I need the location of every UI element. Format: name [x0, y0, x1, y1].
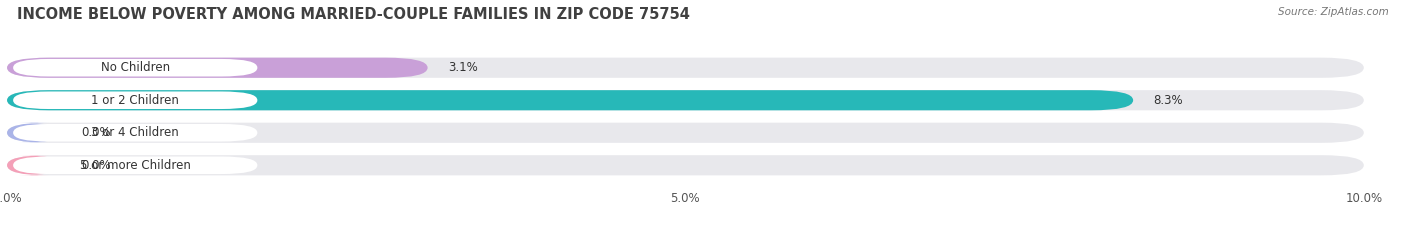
FancyBboxPatch shape — [7, 123, 1364, 143]
Text: Source: ZipAtlas.com: Source: ZipAtlas.com — [1278, 7, 1389, 17]
FancyBboxPatch shape — [7, 58, 1364, 78]
Text: 8.3%: 8.3% — [1153, 94, 1182, 107]
Text: 5 or more Children: 5 or more Children — [80, 159, 191, 172]
Text: 0.0%: 0.0% — [82, 159, 111, 172]
FancyBboxPatch shape — [7, 90, 1133, 110]
FancyBboxPatch shape — [7, 90, 1364, 110]
FancyBboxPatch shape — [13, 59, 257, 76]
FancyBboxPatch shape — [7, 123, 62, 143]
Text: 3.1%: 3.1% — [449, 61, 478, 74]
Text: 0.0%: 0.0% — [82, 126, 111, 139]
Text: No Children: No Children — [101, 61, 170, 74]
FancyBboxPatch shape — [7, 155, 1364, 175]
FancyBboxPatch shape — [7, 58, 427, 78]
FancyBboxPatch shape — [13, 124, 257, 141]
FancyBboxPatch shape — [7, 155, 62, 175]
Text: 1 or 2 Children: 1 or 2 Children — [91, 94, 179, 107]
FancyBboxPatch shape — [13, 92, 257, 109]
Text: INCOME BELOW POVERTY AMONG MARRIED-COUPLE FAMILIES IN ZIP CODE 75754: INCOME BELOW POVERTY AMONG MARRIED-COUPL… — [17, 7, 690, 22]
Text: 3 or 4 Children: 3 or 4 Children — [91, 126, 179, 139]
FancyBboxPatch shape — [13, 157, 257, 174]
